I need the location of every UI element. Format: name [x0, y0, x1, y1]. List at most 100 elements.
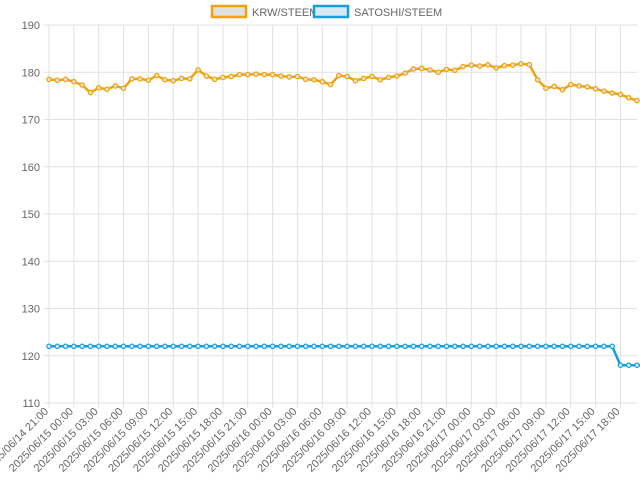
data-point-krw-steem	[576, 83, 582, 89]
data-point-krw-steem	[294, 73, 301, 80]
data-point-krw-steem	[551, 83, 557, 90]
data-point-satoshi-steem	[336, 343, 342, 350]
data-point-satoshi-steem	[476, 343, 483, 350]
data-point-satoshi-steem	[452, 343, 458, 350]
data-point-krw-steem	[609, 90, 615, 96]
data-point-satoshi-steem	[543, 343, 549, 350]
data-point-satoshi-steem	[62, 343, 69, 350]
data-point-krw-steem	[120, 85, 127, 92]
data-point-satoshi-steem	[501, 343, 508, 350]
data-point-satoshi-steem	[244, 343, 251, 350]
legend-item-satoshi-steem[interactable]: SATOSHI/STEEM	[312, 4, 442, 19]
data-point-krw-steem	[261, 71, 268, 78]
legend[interactable]: KRW/STEEM SATOSHI/STEEM	[210, 4, 442, 19]
data-point-krw-steem	[336, 72, 342, 79]
data-point-krw-steem	[476, 63, 483, 69]
y-tick-label: 150	[22, 209, 40, 221]
data-point-satoshi-steem	[87, 343, 94, 350]
data-point-satoshi-steem	[468, 343, 475, 350]
data-point-krw-steem	[162, 77, 168, 83]
data-point-krw-steem	[617, 91, 624, 98]
data-point-krw-steem	[485, 61, 491, 68]
data-point-satoshi-steem	[385, 343, 392, 350]
data-point-krw-steem	[493, 65, 500, 71]
data-point-satoshi-steem	[410, 343, 417, 350]
data-point-satoshi-steem	[534, 343, 541, 350]
data-point-satoshi-steem	[286, 343, 292, 350]
data-point-satoshi-steem	[54, 343, 61, 350]
data-point-krw-steem	[452, 67, 458, 74]
data-point-krw-steem	[278, 73, 284, 79]
data-point-krw-steem	[369, 73, 375, 80]
y-tick-label: 170	[22, 115, 40, 127]
data-point-satoshi-steem	[162, 343, 168, 350]
data-point-satoshi-steem	[319, 343, 326, 350]
data-point-satoshi-steem	[269, 343, 276, 350]
data-point-satoshi-steem	[485, 343, 491, 350]
data-point-krw-steem	[360, 75, 367, 82]
data-point-krw-steem	[211, 76, 218, 83]
data-point-satoshi-steem	[634, 362, 640, 369]
data-point-satoshi-steem	[112, 343, 119, 350]
data-point-satoshi-steem	[493, 343, 500, 350]
data-point-krw-steem	[269, 71, 276, 78]
legend-label: KRW/STEEM	[252, 7, 318, 19]
data-point-satoshi-steem	[236, 343, 243, 350]
data-point-satoshi-steem	[344, 343, 350, 350]
y-tick-label: 130	[22, 304, 40, 316]
y-tick-label: 110	[22, 398, 40, 410]
data-point-satoshi-steem	[311, 343, 317, 350]
legend-swatch	[312, 4, 350, 19]
data-point-satoshi-steem	[518, 343, 524, 350]
data-point-krw-steem	[112, 83, 119, 89]
data-point-krw-steem	[129, 76, 135, 82]
y-axis: 110 120 130 140 150 160 170 180 190	[22, 20, 40, 410]
data-point-krw-steem	[137, 76, 143, 82]
data-point-satoshi-steem	[278, 343, 284, 350]
y-tick-label: 140	[22, 256, 40, 268]
data-point-satoshi-steem	[120, 343, 127, 350]
y-tick-label: 180	[22, 67, 40, 79]
data-point-krw-steem	[352, 77, 359, 84]
data-point-satoshi-steem	[327, 343, 334, 350]
data-point-krw-steem	[394, 73, 400, 79]
data-point-satoshi-steem	[203, 343, 210, 350]
data-point-krw-steem	[170, 77, 177, 84]
data-point-krw-steem	[443, 66, 450, 73]
data-point-satoshi-steem	[195, 343, 201, 350]
data-point-krw-steem	[418, 65, 425, 72]
data-point-krw-steem	[319, 78, 326, 85]
y-tick-label: 120	[22, 351, 40, 363]
data-point-krw-steem	[95, 85, 102, 91]
data-point-krw-steem	[253, 71, 259, 77]
grid	[44, 24, 637, 408]
data-point-krw-steem	[468, 62, 475, 68]
data-point-krw-steem	[526, 61, 533, 68]
data-point-satoshi-steem	[71, 343, 77, 350]
data-point-satoshi-steem	[460, 343, 466, 350]
data-point-satoshi-steem	[228, 343, 234, 350]
data-point-satoshi-steem	[625, 362, 632, 369]
data-point-krw-steem	[286, 74, 292, 80]
series-line-krw-steem	[47, 62, 639, 102]
data-point-satoshi-steem	[360, 343, 367, 350]
legend-item-krw-steem[interactable]: KRW/STEEM	[210, 4, 318, 19]
data-point-krw-steem	[559, 86, 566, 93]
legend-label: SATOSHI/STEEM	[354, 7, 442, 19]
data-point-krw-steem	[236, 71, 243, 78]
data-point-satoshi-steem	[377, 343, 384, 350]
data-point-krw-steem	[186, 76, 193, 82]
data-point-krw-steem	[244, 71, 251, 78]
data-point-satoshi-steem	[302, 343, 309, 350]
data-point-satoshi-steem	[551, 343, 557, 350]
data-point-satoshi-steem	[79, 343, 85, 350]
data-point-krw-steem	[543, 85, 549, 92]
data-point-krw-steem	[567, 81, 574, 88]
data-point-satoshi-steem	[567, 343, 574, 350]
data-point-satoshi-steem	[584, 343, 591, 350]
data-point-krw-steem	[460, 63, 466, 70]
data-point-satoshi-steem	[211, 343, 218, 350]
data-point-krw-steem	[195, 67, 201, 73]
series-layer	[46, 60, 640, 369]
